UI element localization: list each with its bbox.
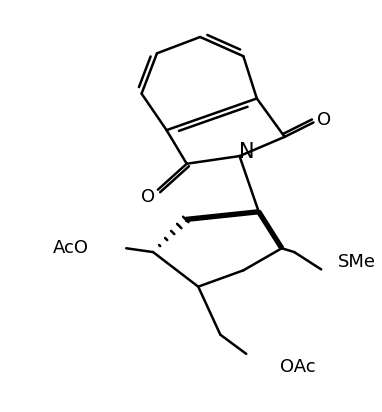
Text: AcO: AcO <box>53 239 89 257</box>
Text: O: O <box>317 110 331 129</box>
Text: O: O <box>141 188 155 206</box>
Text: N: N <box>240 142 255 162</box>
Text: OAc: OAc <box>280 358 316 376</box>
Text: SMe: SMe <box>337 253 376 271</box>
